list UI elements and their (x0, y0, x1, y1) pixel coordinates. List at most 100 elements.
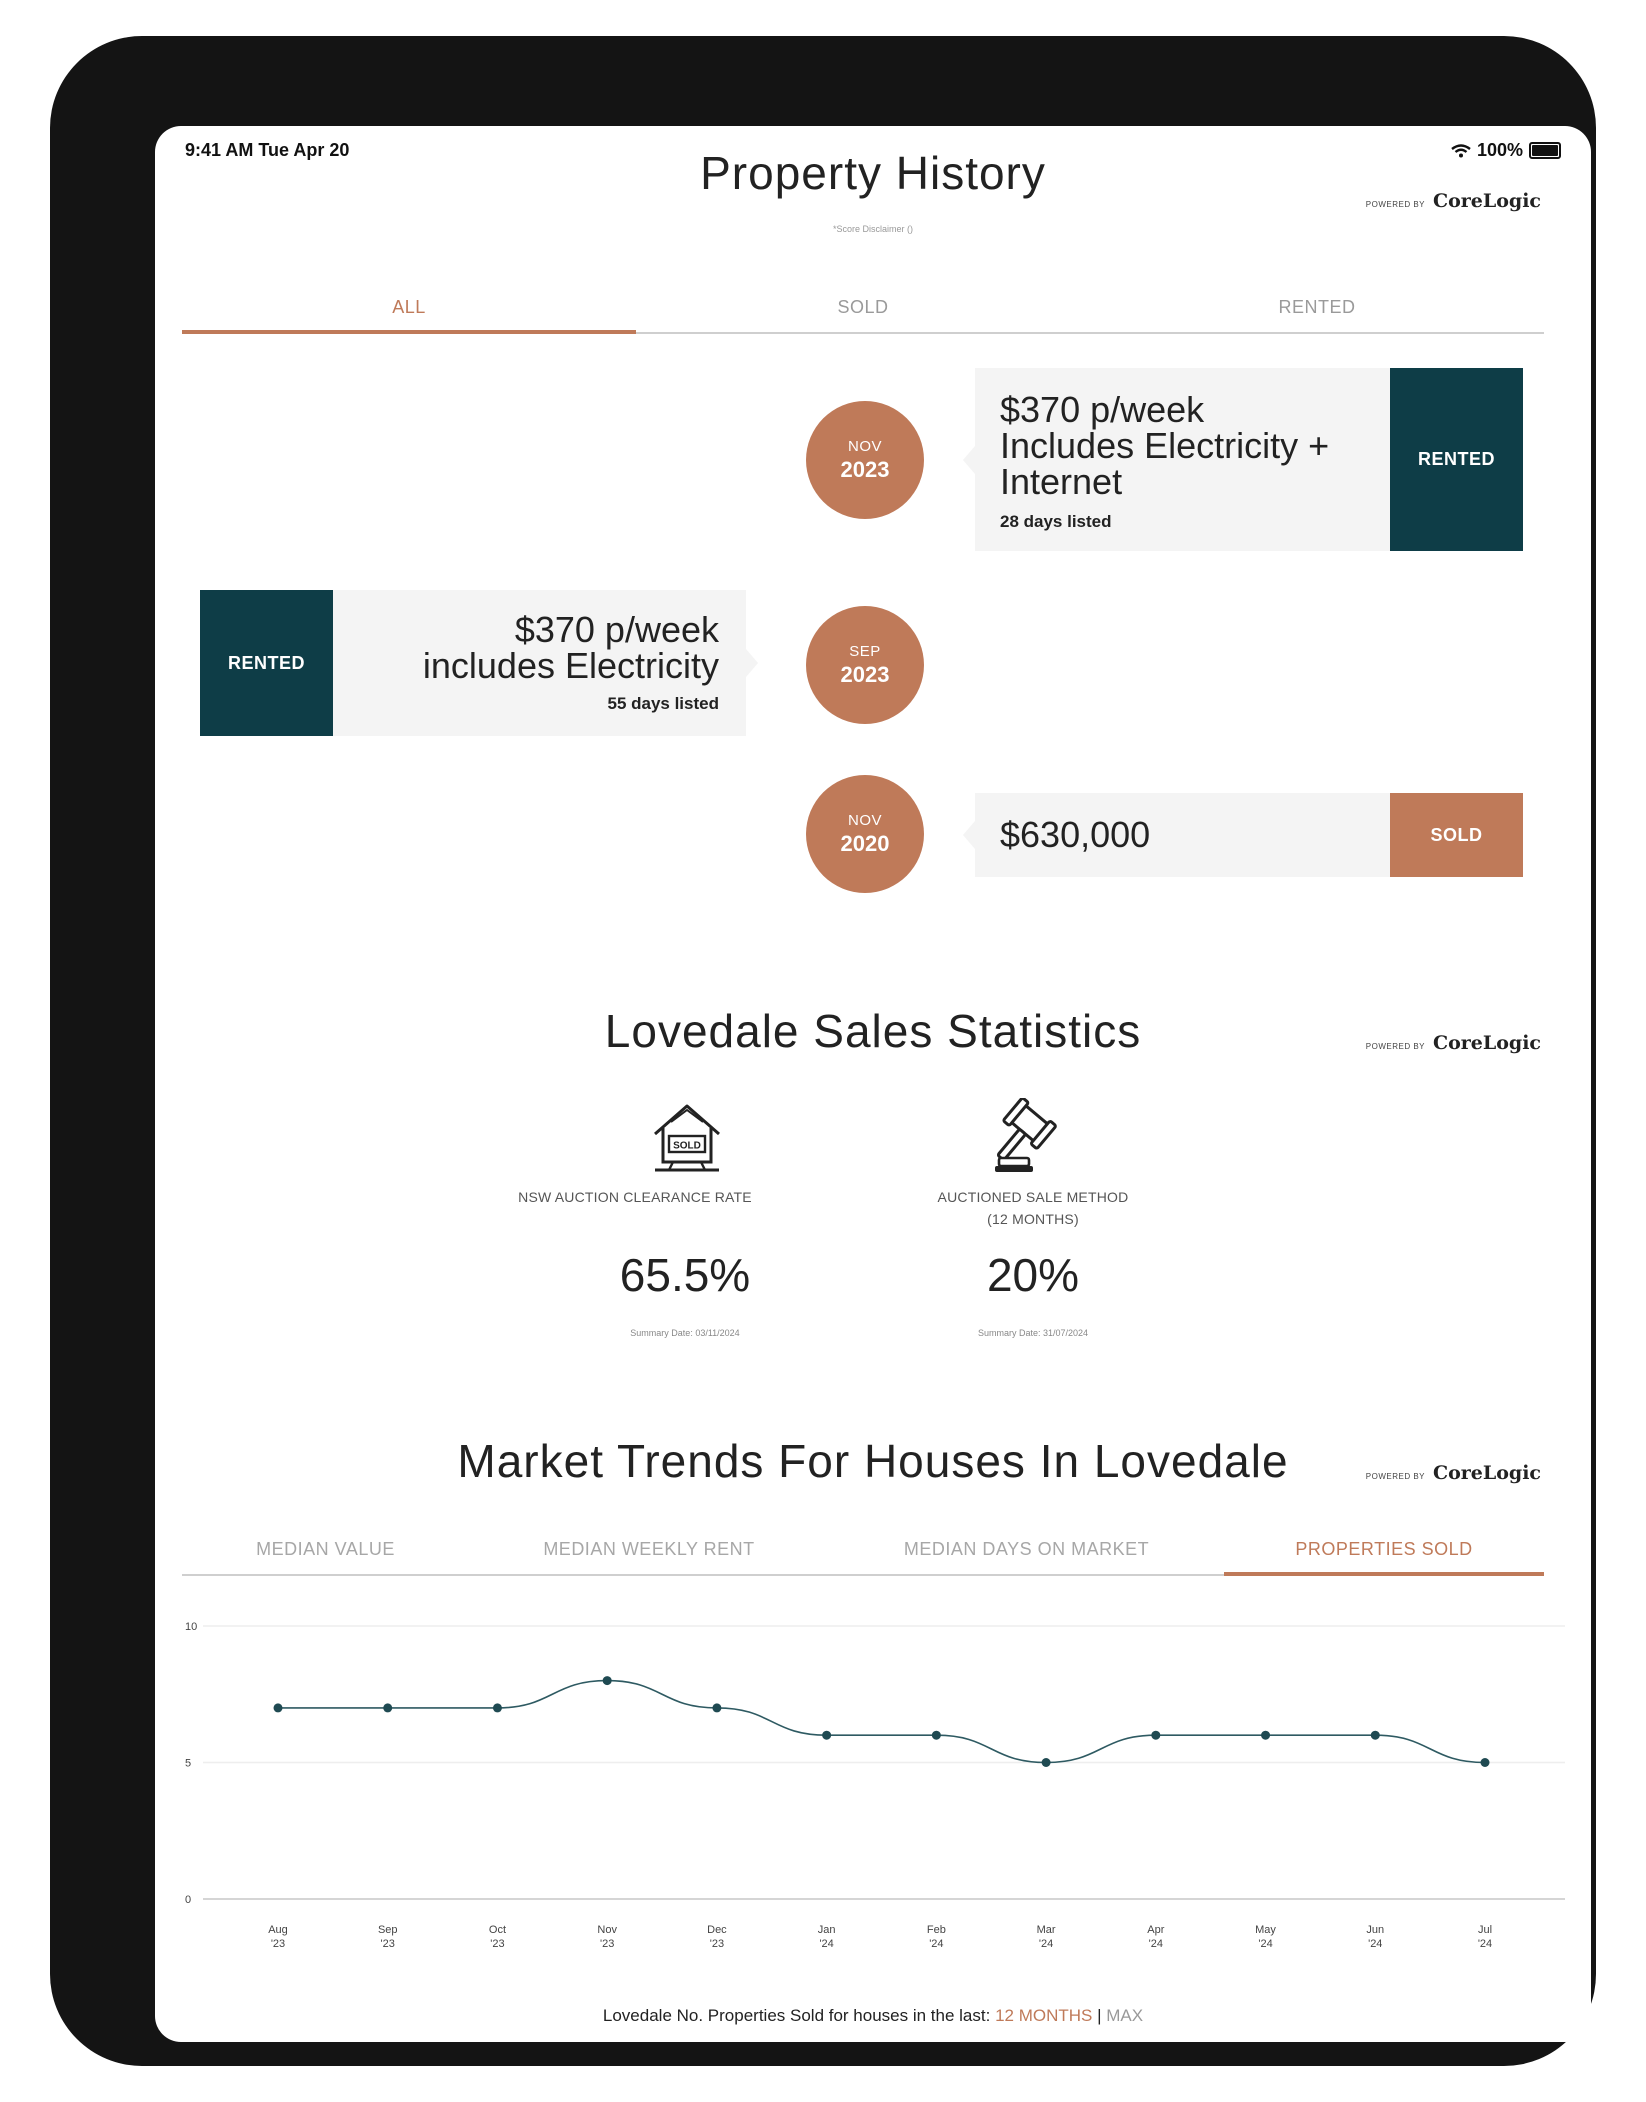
x-tick-label: May (1255, 1924, 1276, 1936)
card-pointer (746, 649, 758, 677)
wifi-icon (1451, 143, 1471, 157)
data-point (1151, 1730, 1161, 1740)
corelogic-brand: CoreLogic (1433, 1032, 1541, 1054)
data-point (822, 1730, 832, 1740)
x-tick-label: Oct (489, 1924, 506, 1936)
property-history-title: Property History (700, 147, 1046, 199)
corelogic-logo: POWERED BY CoreLogic (1366, 190, 1541, 212)
rented-badge: RENTED (1390, 368, 1523, 551)
event-month: NOV (847, 811, 882, 829)
event-detail-line: Internet (1000, 461, 1123, 502)
powered-by-label: POWERED BY (1365, 200, 1425, 209)
footer-caption: Lovedale No. Properties Sold for houses … (602, 2006, 991, 2025)
tab-median-value[interactable]: MEDIAN VALUE (256, 1538, 395, 1559)
chart-footer: Lovedale No. Properties Sold for houses … (155, 2006, 1591, 2026)
event-price: $370 p/week (1000, 389, 1205, 430)
data-point (1370, 1730, 1380, 1740)
market-trend-tabs: MEDIAN VALUE MEDIAN WEEKLY RENT MEDIAN D… (182, 1524, 1544, 1576)
x-tick-label: '24 (1039, 1938, 1053, 1950)
tab-all[interactable]: ALL (182, 282, 636, 334)
x-tick-label: Mar (1037, 1924, 1056, 1936)
status-time: 9:41 AM Tue Apr 20 (185, 140, 350, 160)
data-point (1261, 1730, 1271, 1740)
timeline-date-bubble: NOV 2023 (806, 401, 924, 519)
stat-label: NSW AUCTION CLEARANCE RATE (518, 1189, 752, 1205)
period-12-months-link[interactable]: 12 MONTHS (995, 2006, 1093, 2025)
battery-icon (1529, 142, 1561, 159)
x-tick-label: Nov (597, 1924, 617, 1936)
x-tick-label: Sep (378, 1924, 398, 1936)
stat-summary-date: Summary Date: 31/07/2024 (977, 1328, 1089, 1338)
x-tick-label: '24 (929, 1938, 943, 1950)
x-tick-label: Aug (268, 1924, 288, 1936)
card-pointer (963, 821, 975, 849)
x-tick-label: '24 (1149, 1938, 1163, 1950)
data-point (931, 1730, 941, 1740)
powered-by-label: POWERED BY (1365, 1472, 1425, 1481)
x-tick-label: '24 (1368, 1938, 1382, 1950)
x-tick-label: '23 (710, 1938, 724, 1950)
x-tick-label: Jul (1478, 1924, 1492, 1936)
x-tick-label: '23 (271, 1938, 285, 1950)
stat-label: AUCTIONED SALE METHOD (937, 1189, 1129, 1205)
tab-median-days-on-market[interactable]: MEDIAN DAYS ON MARKET (903, 1538, 1150, 1559)
x-tick-label: '24 (819, 1938, 833, 1950)
history-tabs: ALL SOLD RENTED (182, 282, 1544, 334)
corelogic-brand: CoreLogic (1433, 190, 1541, 212)
x-tick-label: '24 (1258, 1938, 1272, 1950)
sold-badge: SOLD (1390, 793, 1523, 877)
card-pointer (963, 446, 975, 474)
sales-stats-title: Lovedale Sales Statistics (604, 1005, 1142, 1057)
footer-separator: | (1097, 2006, 1102, 2025)
corelogic-brand: CoreLogic (1433, 1462, 1541, 1484)
data-point (1480, 1758, 1490, 1767)
auction-gavel-icon (995, 1098, 1057, 1172)
x-tick-label: Apr (1147, 1924, 1164, 1936)
timeline-date-bubble: SEP 2023 (806, 606, 924, 724)
corelogic-logo: POWERED BY CoreLogic (1366, 1032, 1541, 1054)
corelogic-logo: POWERED BY CoreLogic (1366, 1462, 1541, 1484)
device-bezel: 9:41 AM Tue Apr 20 100% Property History… (50, 36, 1596, 2066)
event-price: $370 p/week (514, 609, 719, 650)
tab-median-weekly-rent[interactable]: MEDIAN WEEKLY RENT (543, 1538, 755, 1559)
market-trends-title: Market Trends For Houses In Lovedale (457, 1435, 1289, 1487)
data-point (492, 1703, 502, 1713)
x-tick-label: Jun (1366, 1924, 1384, 1936)
timeline-date-bubble: NOV 2020 (806, 775, 924, 893)
sold-house-icon: SOLD (654, 1104, 720, 1172)
event-price: $630,000 (1000, 814, 1151, 855)
event-year: 2023 (840, 661, 890, 687)
data-point (602, 1676, 612, 1686)
tab-rented[interactable]: RENTED (1278, 296, 1356, 317)
data-point (712, 1703, 722, 1713)
x-tick-label: Feb (927, 1924, 946, 1936)
event-year: 2020 (840, 830, 890, 856)
x-tick-label: Jan (818, 1924, 836, 1936)
y-tick-label: 10 (185, 1621, 197, 1633)
y-tick-label: 5 (185, 1758, 191, 1770)
svg-text:SOLD: SOLD (673, 1141, 701, 1152)
history-card[interactable]: $630,000 (975, 793, 1390, 877)
battery-percent: 100% (1476, 140, 1523, 160)
stat-label: (12 MONTHS) (987, 1211, 1079, 1227)
event-detail-line: includes Electricity (422, 645, 719, 686)
series-line (277, 1679, 1486, 1764)
x-tick-label: '23 (381, 1938, 395, 1950)
days-listed: 55 days listed (607, 694, 719, 713)
rented-badge: RENTED (200, 590, 333, 736)
history-card[interactable]: $370 p/week Includes Electricity + Inter… (975, 368, 1390, 551)
data-point (273, 1703, 283, 1713)
period-max-link[interactable]: MAX (1106, 2006, 1144, 2025)
history-card[interactable]: $370 p/week includes Electricity 55 days… (333, 590, 746, 736)
tab-properties-sold[interactable]: PROPERTIES SOLD (1224, 1524, 1544, 1576)
score-disclaimer[interactable]: *Score Disclaimer () (832, 224, 913, 234)
x-tick-label: '23 (490, 1938, 504, 1950)
properties-sold-chart: 0 5 10 Aug '23 Sep '23 Oct '23 Nov '23 Dec '23 Jan '24… (185, 1621, 1565, 1950)
tab-sold[interactable]: SOLD (837, 296, 889, 317)
event-month: NOV (847, 437, 882, 455)
x-tick-label: Dec (707, 1924, 727, 1936)
x-tick-label: '23 (600, 1938, 614, 1950)
event-detail-line: Includes Electricity + (1000, 425, 1330, 466)
data-point (383, 1703, 393, 1713)
status-indicators: 100% (1451, 140, 1561, 161)
